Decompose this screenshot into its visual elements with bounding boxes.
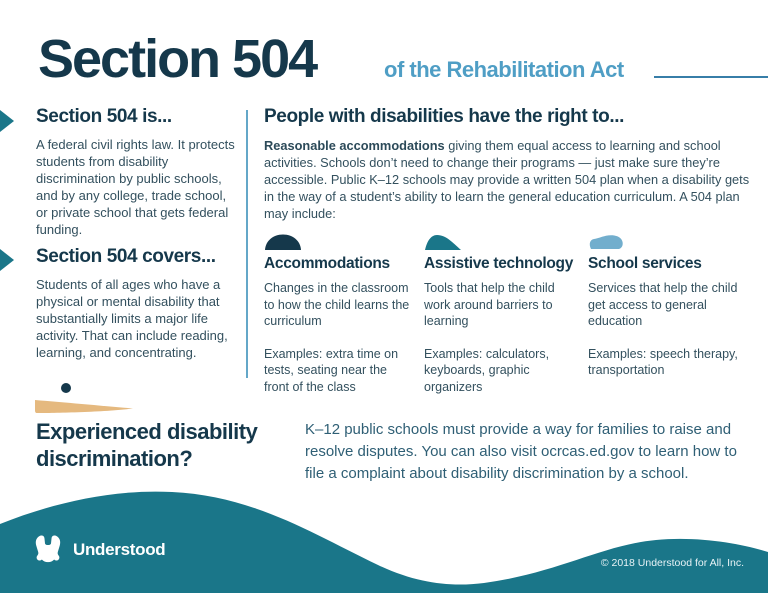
- plan-heading: Assistive technology: [424, 255, 574, 272]
- rights-body-rest: giving them equal access to learning and…: [264, 138, 750, 221]
- rights-lead-bold: Reasonable accommodations: [264, 138, 445, 153]
- plan-examples: Examples: speech therapy, transportation: [588, 346, 738, 378]
- plan-heading: Accommodations: [264, 255, 390, 272]
- plan-description: Tools that help the child work around ba…: [424, 281, 555, 328]
- plan-heading: School services: [588, 255, 702, 272]
- rights-section: People with disabilities have the right …: [264, 106, 756, 222]
- column-divider: [246, 110, 248, 378]
- copyright-text: © 2018 Understood for All, Inc.: [600, 557, 744, 569]
- section-body: Students of all ages who have a physical…: [36, 277, 228, 360]
- arrow-right-icon: [0, 110, 14, 132]
- page-title: Section 504: [38, 29, 318, 89]
- discrimination-heading: Experienced disability discrimination?: [36, 419, 258, 471]
- blob-icon: [589, 235, 623, 249]
- plan-column-assistive-technology: Assistive technology Tools that help the…: [424, 233, 576, 395]
- hill-icon: [425, 235, 461, 250]
- section-heading: Section 504 covers...: [36, 246, 216, 267]
- rights-body: Reasonable accommodations giving them eq…: [264, 137, 756, 222]
- section-body: A federal civil rights law. It protects …: [36, 137, 235, 237]
- plan-description: Changes in the classroom to how the chil…: [264, 281, 410, 328]
- brand-lockup: Understood: [33, 533, 166, 566]
- discrimination-body: K–12 public schools must provide a way f…: [305, 421, 737, 482]
- section-504-covers: Section 504 covers... Students of all ag…: [36, 246, 238, 361]
- section-heading: Section 504 is...: [36, 106, 172, 127]
- page-subtitle: of the Rehabilitation Act: [384, 57, 624, 82]
- footer-wave: [0, 491, 768, 593]
- plan-column-accommodations: Accommodations Changes in the classroom …: [264, 233, 414, 395]
- header-rule: [654, 76, 768, 78]
- brand-name: Understood: [73, 539, 166, 559]
- ramp-icon: [35, 383, 133, 413]
- plan-description: Services that help the child get access …: [588, 281, 738, 328]
- rights-heading: People with disabilities have the right …: [264, 106, 624, 127]
- plan-examples: Examples: extra time on tests, seating n…: [264, 346, 399, 394]
- plan-examples: Examples: calculators, keyboards, graphi…: [424, 346, 550, 394]
- section-504-is: Section 504 is... A federal civil rights…: [36, 106, 238, 238]
- dome-icon: [265, 234, 301, 250]
- plan-column-school-services: School services Services that help the c…: [588, 233, 750, 379]
- understood-logo-icon: [35, 535, 61, 563]
- arrow-right-icon: [0, 249, 14, 271]
